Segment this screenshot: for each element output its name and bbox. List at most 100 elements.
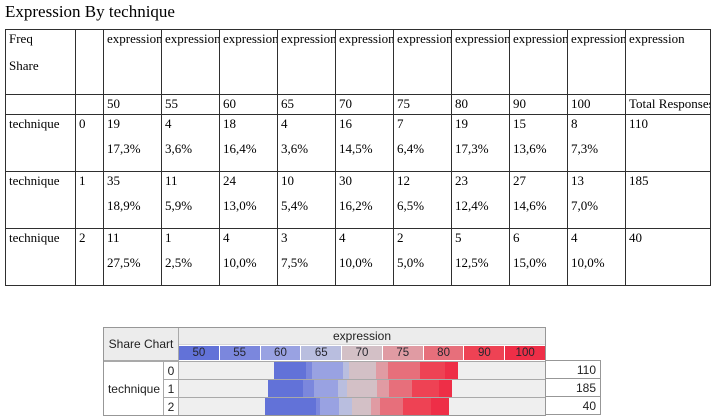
freq-share-table: Freq Share expression expression express… — [5, 29, 711, 286]
legend-cell: 55 — [219, 346, 260, 360]
data-cell: 11 27,5% — [103, 228, 162, 286]
chart-total-cell: 40 — [545, 396, 601, 415]
chart-totals-column: 110 185 40 — [545, 360, 601, 415]
expression-header-cell: expression — [567, 29, 626, 95]
value-header-cell: Total Responses — [625, 94, 711, 115]
total-value: 40 — [625, 228, 711, 286]
legend-cell: 75 — [382, 346, 423, 360]
table-row: technique 1 35 18,9% 11 5,9% 24 13,0% 10 5,4… — [5, 171, 711, 229]
data-cell: 16 14,5% — [335, 114, 394, 172]
empty-cell — [75, 94, 104, 115]
value-header-cell: 80 — [451, 94, 510, 115]
bar-segment-75 — [377, 380, 390, 397]
value-header-cell: 60 — [219, 94, 278, 115]
share-value: 13,0% — [223, 197, 257, 213]
total-value: 110 — [625, 114, 711, 172]
bar-segment-75 — [375, 362, 388, 379]
value-header-cell: 65 — [277, 94, 336, 115]
share-value: 14,5% — [339, 140, 373, 156]
share-value: 16,2% — [339, 197, 373, 213]
freq-value: 30 — [339, 173, 352, 188]
value-header-cell: 75 — [393, 94, 452, 115]
empty-cell — [5, 94, 76, 115]
freq-value: 4 — [165, 116, 172, 131]
share-value: 5,0% — [397, 254, 425, 270]
bar-segment-65 — [337, 380, 348, 397]
bar-segment-55 — [315, 398, 321, 415]
stat-share-label: Share — [9, 57, 39, 73]
technique-row-label: technique — [5, 228, 76, 286]
bar-segment-55 — [305, 362, 313, 379]
data-cell: 4 3,6% — [161, 114, 220, 172]
freq-value: 15 — [513, 116, 526, 131]
bar-segment-100 — [444, 362, 458, 379]
legend-cell: 100 — [505, 346, 546, 360]
bar-segment-60 — [320, 398, 339, 415]
share-value: 5,4% — [281, 197, 309, 213]
freq-value: 5 — [455, 230, 462, 245]
value-header-row: 50 55 60 65 70 75 80 90 100 Total Respon… — [5, 94, 711, 115]
freq-value: 13 — [571, 173, 584, 188]
bar-segment-60 — [312, 362, 343, 379]
share-value: 27,5% — [107, 254, 141, 270]
bar-segment-100 — [430, 398, 449, 415]
stat-freq-label: Freq — [9, 31, 33, 46]
legend-cell: 50 — [179, 346, 219, 360]
freq-value: 4 — [281, 116, 288, 131]
freq-value: 16 — [339, 116, 352, 131]
share-value: 16,4% — [223, 140, 257, 156]
technique-row-label: technique — [5, 114, 76, 172]
chart-level-label: 1 — [164, 379, 179, 397]
data-cell: 13 7,0% — [567, 171, 626, 229]
bar-segment-50 — [274, 362, 306, 379]
bar-row — [179, 397, 545, 415]
share-chart: Share Chart expression 50 55 60 65 70 75… — [103, 327, 703, 416]
legend-cell: 70 — [342, 346, 382, 360]
freq-value: 8 — [571, 116, 578, 131]
share-value: 7,5% — [281, 254, 309, 270]
expression-header-cell: expression — [509, 29, 568, 95]
chart-total-cell: 185 — [545, 378, 601, 397]
chart-technique-label: technique — [104, 361, 164, 415]
empty-cell — [75, 29, 104, 95]
legend-cell: 65 — [301, 346, 342, 360]
freq-value: 35 — [107, 173, 120, 188]
freq-value: 3 — [281, 230, 288, 245]
table-header-row: Freq Share expression expression express… — [5, 29, 711, 95]
freq-value: 24 — [223, 173, 236, 188]
bar-segment-60 — [313, 380, 338, 397]
share-value: 6,4% — [397, 140, 425, 156]
share-value: 15,0% — [513, 254, 547, 270]
bar-segment-55 — [302, 380, 314, 397]
share-value: 10,0% — [339, 254, 373, 270]
data-cell: 4 3,6% — [277, 114, 336, 172]
bar-segment-80 — [380, 398, 403, 415]
bar-segment-80 — [387, 362, 420, 379]
chart-level-label: 2 — [164, 397, 179, 415]
freq-value: 11 — [165, 173, 178, 188]
data-cell: 10 5,4% — [277, 171, 336, 229]
expression-header-cell: expression — [393, 29, 452, 95]
share-value: 18,9% — [107, 197, 141, 213]
bar-row — [179, 379, 545, 397]
page-title: Expression By technique — [5, 2, 175, 21]
share-value: 10,0% — [571, 254, 605, 270]
bar-segment-65 — [342, 362, 350, 379]
data-cell: 5 12,5% — [451, 228, 510, 286]
freq-value: 12 — [397, 173, 410, 188]
level-cell: 1 — [75, 171, 104, 229]
chart-legend: 50 55 60 65 70 75 80 90 100 — [179, 345, 546, 361]
data-cell: 24 13,0% — [219, 171, 278, 229]
corner-cell: Freq Share — [5, 29, 76, 95]
bar-segment-50 — [265, 398, 316, 415]
share-value: 10,0% — [223, 254, 257, 270]
data-cell: 3 7,5% — [277, 228, 336, 286]
expression-header-cell: expression — [451, 29, 510, 95]
level-cell: 0 — [75, 114, 104, 172]
data-cell: 23 12,4% — [451, 171, 510, 229]
data-cell: 4 10,0% — [567, 228, 626, 286]
expression-header-cell: expression — [335, 29, 394, 95]
share-value: 17,3% — [107, 140, 141, 156]
share-value: 14,6% — [513, 197, 547, 213]
chart-level-label: 0 — [164, 361, 179, 379]
